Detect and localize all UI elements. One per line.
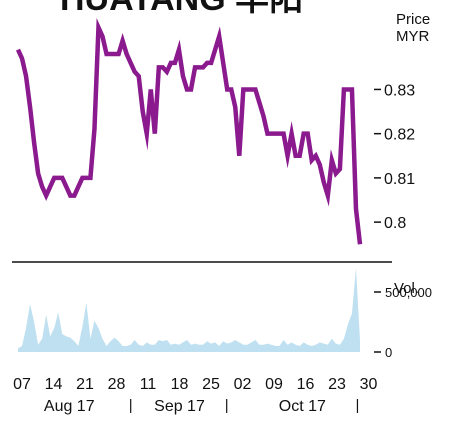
month-label: Oct 17 (279, 398, 326, 415)
x-tick-label: 30 (360, 376, 378, 393)
volume-label: Vol. (394, 280, 419, 297)
currency-unit-label: MYR (396, 28, 430, 45)
volume-area (18, 268, 360, 352)
x-tick-label: 09 (265, 376, 283, 393)
price-axis: 0.83 0.82 0.81 0.8 (374, 82, 415, 232)
x-tick-label: 23 (328, 376, 346, 393)
x-tick-label: 02 (234, 376, 252, 393)
month-separator: | (356, 397, 360, 414)
chart-title: HUAYANG 华阳 (60, 0, 303, 18)
x-tick-label: 11 (140, 376, 157, 393)
x-axis-day-labels: 07 14 21 28 11 18 25 02 09 16 23 30 (13, 376, 377, 393)
month-separator: | (129, 397, 133, 414)
x-tick-label: 14 (45, 376, 63, 393)
x-axis-month-labels: Aug 17 Sep 17 Oct 17 | | | (44, 397, 360, 415)
volume-area-group (18, 268, 360, 352)
price-unit-label: Price (396, 11, 430, 28)
volume-tick-label: 500,000 (385, 285, 432, 300)
volume-tick-label: 0 (385, 345, 392, 360)
price-line (15, 17, 363, 245)
price-tick-label: 0.82 (384, 127, 415, 144)
month-label: Aug 17 (44, 398, 95, 415)
month-label: Sep 17 (154, 398, 205, 415)
price-tick-label: 0.81 (384, 171, 415, 188)
price-line-group (15, 17, 363, 245)
price-tick-label: 0.8 (384, 215, 406, 232)
x-tick-label: 16 (297, 376, 315, 393)
volume-axis: 500,000 0 (374, 285, 432, 360)
month-separator: | (225, 397, 229, 414)
x-tick-label: 18 (171, 376, 189, 393)
x-tick-label: 28 (108, 376, 126, 393)
x-tick-label: 21 (76, 376, 94, 393)
price-tick-label: 0.83 (384, 82, 415, 99)
x-tick-label: 25 (202, 376, 220, 393)
x-tick-label: 07 (13, 376, 31, 393)
